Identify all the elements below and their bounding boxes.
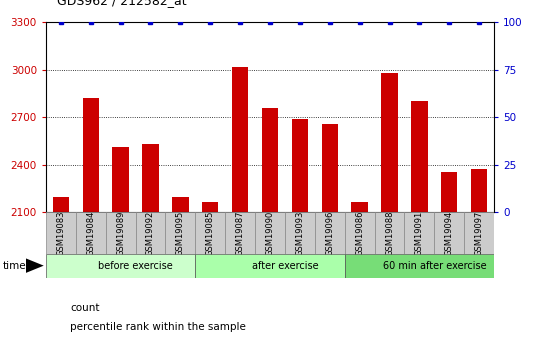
Bar bbox=[292, 119, 308, 212]
Bar bbox=[381, 73, 398, 212]
Bar bbox=[345, 254, 494, 278]
Text: after exercise: after exercise bbox=[252, 261, 318, 270]
Bar bbox=[195, 212, 225, 254]
Bar bbox=[112, 147, 129, 212]
Bar bbox=[411, 101, 428, 212]
Text: GSM19086: GSM19086 bbox=[355, 210, 364, 256]
Bar bbox=[142, 144, 159, 212]
Text: 60 min after exercise: 60 min after exercise bbox=[382, 261, 486, 270]
Bar bbox=[464, 212, 494, 254]
Polygon shape bbox=[26, 258, 44, 273]
Text: time: time bbox=[3, 261, 26, 270]
Text: GSM19085: GSM19085 bbox=[206, 210, 215, 256]
Bar bbox=[195, 254, 345, 278]
Text: GDS962 / 212582_at: GDS962 / 212582_at bbox=[57, 0, 186, 7]
Text: GSM19083: GSM19083 bbox=[56, 210, 65, 256]
Bar bbox=[136, 212, 165, 254]
Bar bbox=[262, 108, 278, 212]
Bar bbox=[172, 197, 188, 212]
Bar bbox=[375, 212, 404, 254]
Text: GSM19097: GSM19097 bbox=[475, 210, 484, 256]
Bar bbox=[106, 212, 136, 254]
Bar bbox=[352, 202, 368, 212]
Bar bbox=[255, 212, 285, 254]
Text: GSM19089: GSM19089 bbox=[116, 210, 125, 256]
Bar bbox=[404, 212, 434, 254]
Bar bbox=[83, 98, 99, 212]
Bar bbox=[232, 67, 248, 212]
Text: GSM19087: GSM19087 bbox=[235, 210, 245, 256]
Text: before exercise: before exercise bbox=[98, 261, 173, 270]
Text: GSM19094: GSM19094 bbox=[445, 210, 454, 256]
Text: GSM19088: GSM19088 bbox=[385, 210, 394, 256]
Text: percentile rank within the sample: percentile rank within the sample bbox=[70, 322, 246, 332]
Bar bbox=[165, 212, 195, 254]
Bar bbox=[441, 172, 457, 212]
Bar bbox=[52, 197, 69, 212]
Text: GSM19092: GSM19092 bbox=[146, 210, 155, 256]
Text: GSM19090: GSM19090 bbox=[266, 210, 274, 256]
Bar bbox=[225, 212, 255, 254]
Bar bbox=[46, 254, 195, 278]
Bar bbox=[345, 212, 375, 254]
Bar bbox=[76, 212, 106, 254]
Text: count: count bbox=[70, 304, 100, 313]
Bar bbox=[434, 212, 464, 254]
Text: GSM19093: GSM19093 bbox=[295, 210, 305, 256]
Bar bbox=[471, 169, 488, 212]
Text: GSM19091: GSM19091 bbox=[415, 210, 424, 256]
Text: GSM19095: GSM19095 bbox=[176, 210, 185, 256]
Text: GSM19096: GSM19096 bbox=[325, 210, 334, 256]
Bar bbox=[202, 202, 219, 212]
Bar bbox=[315, 212, 345, 254]
Bar bbox=[321, 124, 338, 212]
Text: GSM19084: GSM19084 bbox=[86, 210, 95, 256]
Bar bbox=[46, 212, 76, 254]
Bar bbox=[285, 212, 315, 254]
